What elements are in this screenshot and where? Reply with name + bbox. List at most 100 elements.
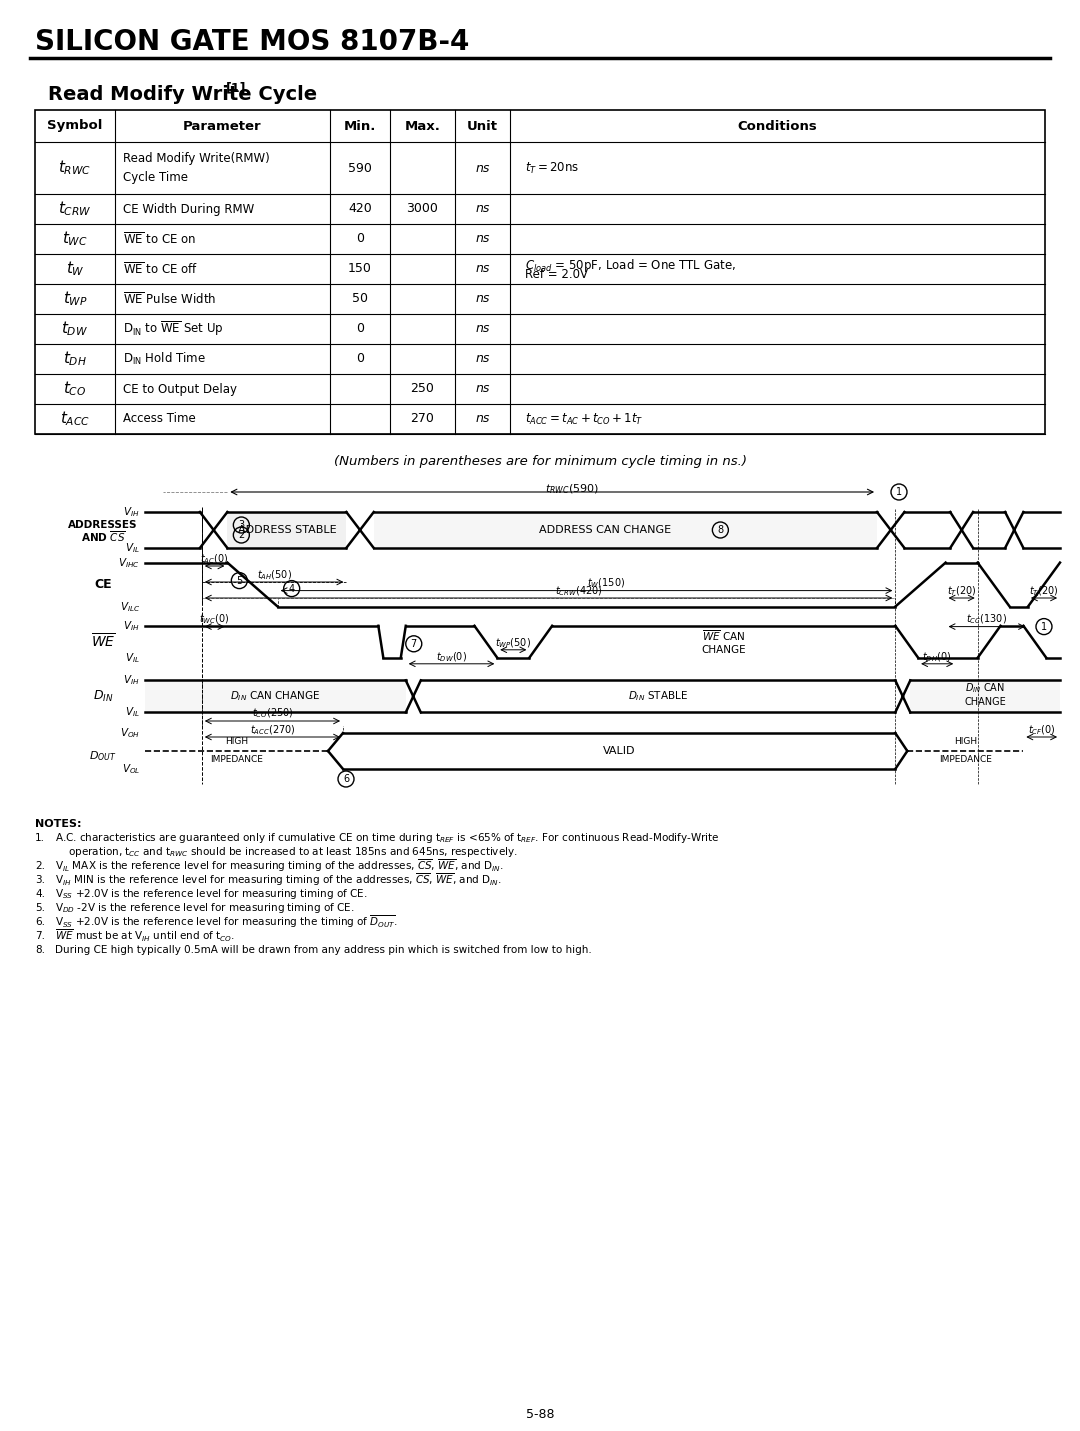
Text: IMPEDANCE: IMPEDANCE — [211, 754, 262, 764]
Text: $t_{WC}$: $t_{WC}$ — [62, 229, 87, 249]
Text: $t_{AC}$(0): $t_{AC}$(0) — [201, 552, 229, 565]
Text: 1.: 1. — [35, 833, 45, 843]
Text: $t_{W}$: $t_{W}$ — [66, 259, 84, 279]
Text: Min.: Min. — [343, 120, 376, 133]
Text: 2: 2 — [239, 529, 244, 539]
Text: 0: 0 — [356, 352, 364, 365]
Text: ns: ns — [475, 412, 489, 425]
Text: A.C. characteristics are guaranteed only if cumulative CE on time during t$_{REF: A.C. characteristics are guaranteed only… — [55, 831, 719, 844]
Text: ns: ns — [475, 203, 489, 216]
Text: 0: 0 — [356, 232, 364, 246]
Text: ns: ns — [475, 382, 489, 395]
Text: ADDRESSES: ADDRESSES — [68, 519, 138, 529]
Text: 3000: 3000 — [406, 203, 438, 216]
Text: 150: 150 — [348, 262, 372, 276]
Text: $V_{ILC}$: $V_{ILC}$ — [120, 600, 140, 614]
Text: $\overline{WE}$: $\overline{WE}$ — [91, 633, 116, 651]
Polygon shape — [910, 680, 1059, 713]
Text: Cycle Time: Cycle Time — [123, 170, 188, 183]
Text: VALID: VALID — [603, 746, 635, 756]
Text: 5.: 5. — [35, 903, 45, 913]
Text: $t_T = 20$ns: $t_T = 20$ns — [525, 160, 579, 176]
Text: ADDRESS CAN CHANGE: ADDRESS CAN CHANGE — [539, 525, 672, 535]
Text: ns: ns — [475, 162, 489, 175]
Text: (Numbers in parentheses are for minimum cycle timing in ns.): (Numbers in parentheses are for minimum … — [334, 455, 746, 468]
Text: $\mathrm{D_{IN}}$ to $\overline{\mathrm{WE}}$ Set Up: $\mathrm{D_{IN}}$ to $\overline{\mathrm{… — [123, 319, 224, 339]
Text: V$_{SS}$ +2.0V is the reference level for measuring the timing of $\overline{D_{: V$_{SS}$ +2.0V is the reference level fo… — [55, 914, 397, 930]
Text: $t_T$(20): $t_T$(20) — [947, 584, 976, 598]
Text: $t_{ACC}$: $t_{ACC}$ — [59, 409, 90, 428]
Text: $D_{OUT}$: $D_{OUT}$ — [90, 748, 117, 763]
Text: [1]: [1] — [226, 82, 246, 94]
Text: $V_{IL}$: $V_{IL}$ — [125, 541, 140, 555]
Text: $\overline{\mathrm{WE}}$ Pulse Width: $\overline{\mathrm{WE}}$ Pulse Width — [123, 290, 216, 308]
Text: Parameter: Parameter — [184, 120, 261, 133]
Text: 7.: 7. — [35, 932, 45, 942]
Text: Conditions: Conditions — [738, 120, 818, 133]
Text: ns: ns — [475, 262, 489, 276]
Text: 2.: 2. — [35, 861, 45, 871]
Text: $t_W$(150): $t_W$(150) — [588, 577, 625, 591]
Text: $t_{CRW}$: $t_{CRW}$ — [58, 200, 92, 219]
Text: 5-88: 5-88 — [526, 1408, 554, 1421]
Text: 6: 6 — [343, 774, 349, 784]
Text: 7: 7 — [410, 638, 417, 648]
Text: $D_{IN}$ CAN CHANGE: $D_{IN}$ CAN CHANGE — [230, 690, 321, 703]
Text: CE to Output Delay: CE to Output Delay — [123, 382, 237, 395]
Text: $V_{IL}$: $V_{IL}$ — [125, 705, 140, 720]
Text: $t_{WP}$(50): $t_{WP}$(50) — [496, 635, 531, 650]
Text: $D_{IN}$ CAN
CHANGE: $D_{IN}$ CAN CHANGE — [964, 681, 1007, 707]
Text: $t_T$(20): $t_T$(20) — [1029, 584, 1058, 598]
Text: 270: 270 — [410, 412, 434, 425]
Text: ns: ns — [475, 352, 489, 365]
Text: 1: 1 — [1041, 621, 1047, 631]
Text: IMPEDANCE: IMPEDANCE — [939, 754, 991, 764]
Text: NOTES:: NOTES: — [35, 819, 81, 829]
Text: $\overline{WE}$ CAN
CHANGE: $\overline{WE}$ CAN CHANGE — [701, 628, 746, 655]
Text: $t_{CF}$(0): $t_{CF}$(0) — [1028, 723, 1055, 737]
Text: ADDRESS STABLE: ADDRESS STABLE — [238, 525, 336, 535]
Text: 4.: 4. — [35, 889, 45, 899]
Text: 5: 5 — [237, 575, 243, 585]
Text: $V_{IH}$: $V_{IH}$ — [123, 618, 140, 633]
Text: 0: 0 — [356, 322, 364, 335]
Text: Access Time: Access Time — [123, 412, 195, 425]
Text: ns: ns — [475, 292, 489, 305]
Text: HIGH: HIGH — [954, 737, 977, 747]
Text: V$_{DD}$ -2V is the reference level for measuring timing of CE.: V$_{DD}$ -2V is the reference level for … — [55, 902, 354, 914]
Text: ns: ns — [475, 232, 489, 246]
Text: SILICON GATE MOS 8107B-4: SILICON GATE MOS 8107B-4 — [35, 29, 470, 56]
Text: $t_{DW}$(0): $t_{DW}$(0) — [436, 650, 467, 664]
Text: Max.: Max. — [405, 120, 441, 133]
Text: $D_{IN}$: $D_{IN}$ — [93, 688, 113, 704]
Text: $D_{IN}$ STABLE: $D_{IN}$ STABLE — [629, 690, 688, 703]
Text: $V_{OH}$: $V_{OH}$ — [120, 726, 140, 740]
Text: $t_{WP}$: $t_{WP}$ — [63, 289, 87, 308]
Text: $t_{RWC}$: $t_{RWC}$ — [58, 159, 92, 177]
Text: During CE high typically 0.5mA will be drawn from any address pin which is switc: During CE high typically 0.5mA will be d… — [55, 944, 592, 954]
Text: $t_{WC}$(0): $t_{WC}$(0) — [200, 612, 230, 627]
Text: $t_{DW}$: $t_{DW}$ — [62, 319, 89, 338]
Text: Ref = 2.0V: Ref = 2.0V — [525, 268, 588, 280]
Text: $t_{ACC} = t_{AC} + t_{CO} + 1t_T$: $t_{ACC} = t_{AC} + t_{CO} + 1t_T$ — [525, 412, 644, 426]
Text: $\overline{\mathrm{WE}}$ to CE off: $\overline{\mathrm{WE}}$ to CE off — [123, 260, 199, 278]
Text: $t_{ACC}$(270): $t_{ACC}$(270) — [249, 723, 295, 737]
Text: HIGH: HIGH — [225, 737, 248, 747]
Text: 6.: 6. — [35, 917, 45, 927]
Polygon shape — [228, 512, 347, 548]
Text: Read Modify Write Cycle: Read Modify Write Cycle — [48, 86, 318, 104]
Text: 3.: 3. — [35, 874, 45, 884]
Text: $t_{AH}$(50): $t_{AH}$(50) — [257, 568, 292, 582]
Text: V$_{IL}$ MAX is the reference level for measuring timing of the addresses, $\ove: V$_{IL}$ MAX is the reference level for … — [55, 857, 504, 874]
Text: $V_{IL}$: $V_{IL}$ — [125, 651, 140, 665]
Text: 4: 4 — [288, 584, 295, 594]
Text: 8.: 8. — [35, 944, 45, 954]
Text: 250: 250 — [410, 382, 434, 395]
Text: $\mathrm{D_{IN}}$ Hold Time: $\mathrm{D_{IN}}$ Hold Time — [123, 351, 206, 366]
Text: $t_{DH}$(0): $t_{DH}$(0) — [922, 650, 951, 664]
Text: 420: 420 — [348, 203, 372, 216]
Text: $V_{IH}$: $V_{IH}$ — [123, 674, 140, 687]
Text: ns: ns — [475, 322, 489, 335]
Text: V$_{SS}$ +2.0V is the reference level for measuring timing of CE.: V$_{SS}$ +2.0V is the reference level fo… — [55, 887, 367, 902]
Text: 8: 8 — [717, 525, 724, 535]
